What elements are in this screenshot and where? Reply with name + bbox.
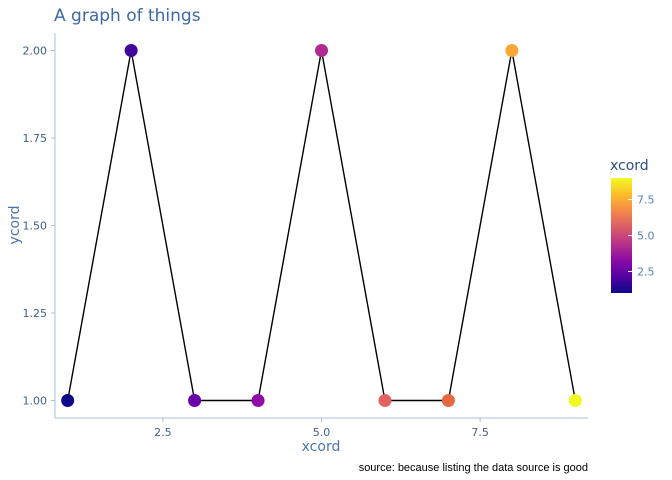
series-line-and-points — [61, 44, 582, 407]
colorbar-tick-label: 5.0 — [637, 230, 655, 243]
colorbar-tick-label: 2.5 — [637, 265, 655, 278]
data-point — [251, 394, 265, 407]
y-tick-label: 1.75 — [23, 132, 48, 145]
axes: 2.5 5.0 7.5 1.00 1.25 1.50 1.75 2.00 — [23, 33, 588, 439]
data-point — [188, 394, 202, 407]
chart-caption: source: because listing the data source … — [359, 462, 588, 474]
chart-title: A graph of things — [54, 6, 201, 26]
colorbar-legend: xcord 2.5 5.0 7.5 — [610, 158, 655, 293]
legend-title: xcord — [610, 158, 649, 174]
data-point — [505, 44, 519, 57]
data-point — [568, 394, 582, 407]
y-tick-label: 1.50 — [23, 220, 48, 233]
colorbar-tick-label: 7.5 — [637, 194, 655, 207]
series-line — [67, 50, 576, 402]
x-tick-label: 7.5 — [471, 426, 489, 439]
x-tick-label: 2.5 — [154, 426, 172, 439]
data-point — [124, 44, 138, 57]
x-axis-title: xcord — [302, 439, 341, 455]
data-point — [315, 44, 328, 57]
y-tick-label: 1.00 — [23, 395, 48, 408]
colorbar — [611, 178, 632, 293]
y-axis-title: ycord — [7, 206, 23, 245]
x-tick-label: 5.0 — [313, 426, 331, 439]
data-point — [61, 394, 75, 407]
data-point — [378, 394, 392, 407]
y-tick-label: 1.25 — [23, 307, 48, 320]
data-point — [441, 394, 455, 407]
y-tick-label: 2.00 — [23, 45, 48, 58]
